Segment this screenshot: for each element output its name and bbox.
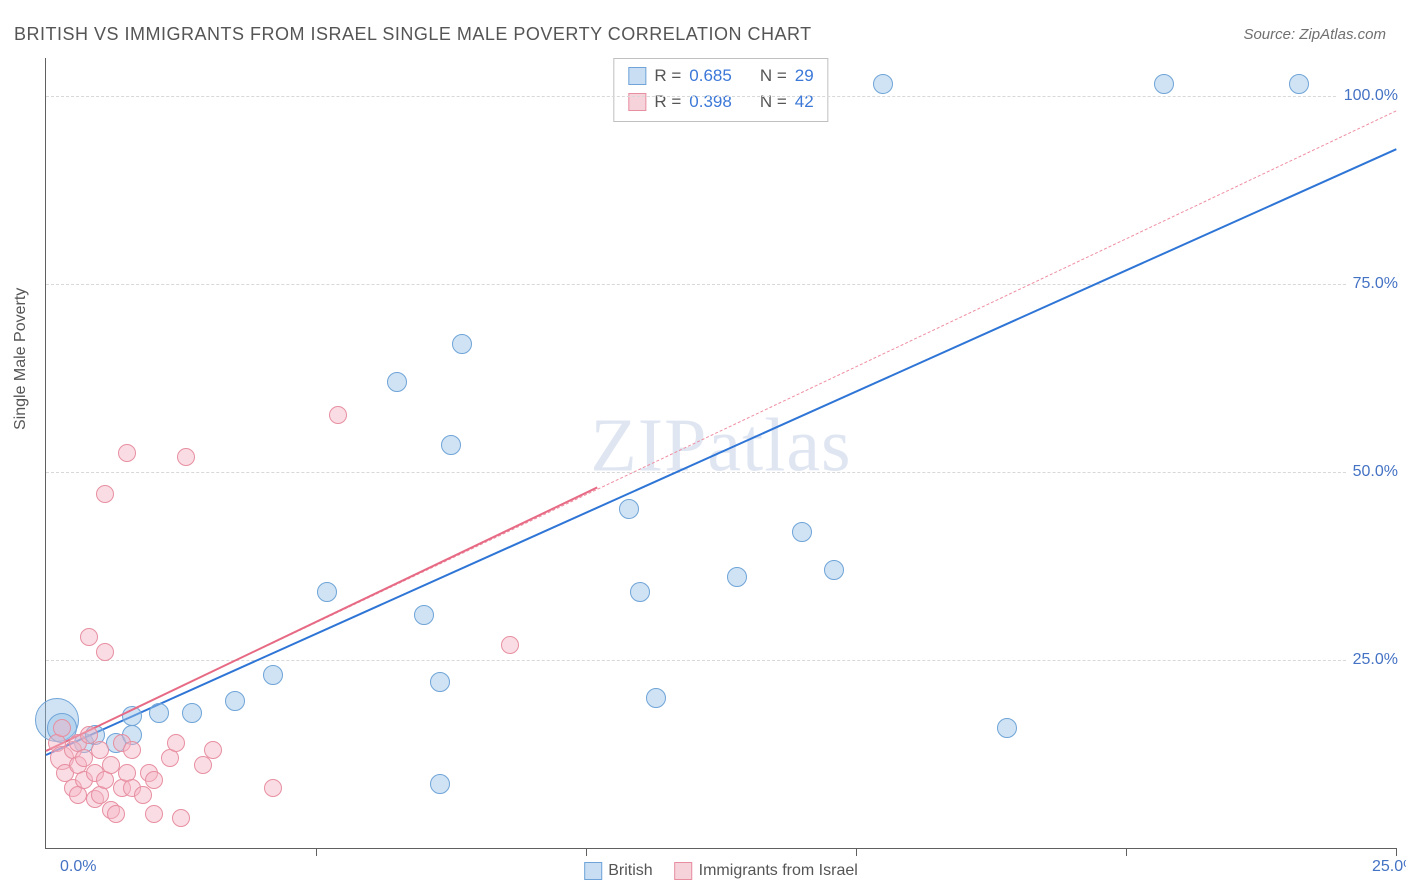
data-point <box>107 805 125 823</box>
data-point <box>317 582 337 602</box>
x-tick <box>1126 848 1127 856</box>
data-point <box>1289 74 1309 94</box>
chart-title: BRITISH VS IMMIGRANTS FROM ISRAEL SINGLE… <box>14 24 812 45</box>
data-point <box>264 779 282 797</box>
data-point <box>824 560 844 580</box>
data-point <box>727 567 747 587</box>
data-point <box>441 435 461 455</box>
data-point <box>997 718 1017 738</box>
y-axis-label: Single Male Poverty <box>12 288 30 430</box>
data-point <box>873 74 893 94</box>
data-point <box>149 703 169 723</box>
data-point <box>53 719 71 737</box>
n-value: 29 <box>795 63 814 89</box>
data-point <box>204 741 222 759</box>
legend-swatch-icon <box>628 67 646 85</box>
data-point <box>430 672 450 692</box>
stats-legend-row: R = 0.398 N = 42 <box>628 89 813 115</box>
data-point <box>792 522 812 542</box>
trendline <box>46 148 1397 755</box>
r-value: 0.685 <box>689 63 732 89</box>
r-value: 0.398 <box>689 89 732 115</box>
y-tick-label: 75.0% <box>1347 275 1398 293</box>
data-point <box>145 771 163 789</box>
data-point <box>1154 74 1174 94</box>
data-point <box>329 406 347 424</box>
data-point <box>96 485 114 503</box>
data-point <box>225 691 245 711</box>
y-tick-label: 100.0% <box>1338 87 1398 105</box>
series-name: Immigrants from Israel <box>699 862 858 880</box>
source-label: Source: ZipAtlas.com <box>1243 26 1386 43</box>
series-legend: British Immigrants from Israel <box>584 862 858 880</box>
gridline <box>46 472 1396 473</box>
data-point <box>452 334 472 354</box>
data-point <box>414 605 434 625</box>
data-point <box>172 809 190 827</box>
x-tick <box>1396 848 1397 856</box>
legend-swatch-icon <box>584 862 602 880</box>
data-point <box>430 774 450 794</box>
x-tick <box>856 848 857 856</box>
gridline <box>46 96 1396 97</box>
chart-container: BRITISH VS IMMIGRANTS FROM ISRAEL SINGLE… <box>0 0 1406 892</box>
data-point <box>145 805 163 823</box>
watermark: ZIPatlas <box>590 403 851 490</box>
data-point <box>194 756 212 774</box>
y-tick-label: 25.0% <box>1347 651 1398 669</box>
data-point <box>177 448 195 466</box>
plot-area: ZIPatlas R = 0.685 N = 29 R = 0.398 N = … <box>45 58 1396 849</box>
series-legend-item: Immigrants from Israel <box>675 862 858 880</box>
data-point <box>118 444 136 462</box>
stats-legend-row: R = 0.685 N = 29 <box>628 63 813 89</box>
data-point <box>501 636 519 654</box>
gridline <box>46 660 1396 661</box>
x-tick <box>316 848 317 856</box>
data-point <box>80 628 98 646</box>
data-point <box>182 703 202 723</box>
stats-legend: R = 0.685 N = 29 R = 0.398 N = 42 <box>613 58 828 122</box>
data-point <box>630 582 650 602</box>
data-point <box>619 499 639 519</box>
data-point <box>263 665 283 685</box>
x-tick <box>586 848 587 856</box>
series-name: British <box>608 862 652 880</box>
legend-swatch-icon <box>675 862 693 880</box>
data-point <box>134 786 152 804</box>
gridline <box>46 284 1396 285</box>
n-value: 42 <box>795 89 814 115</box>
x-tick-label: 25.0% <box>1372 858 1406 876</box>
data-point <box>387 372 407 392</box>
x-tick-label: 0.0% <box>60 858 96 876</box>
data-point <box>96 643 114 661</box>
data-point <box>167 734 185 752</box>
r-label: R = <box>654 89 681 115</box>
data-point <box>123 741 141 759</box>
r-label: R = <box>654 63 681 89</box>
trendline <box>46 487 598 752</box>
n-label: N = <box>760 63 787 89</box>
y-tick-label: 50.0% <box>1347 463 1398 481</box>
data-point <box>646 688 666 708</box>
n-label: N = <box>760 89 787 115</box>
series-legend-item: British <box>584 862 652 880</box>
